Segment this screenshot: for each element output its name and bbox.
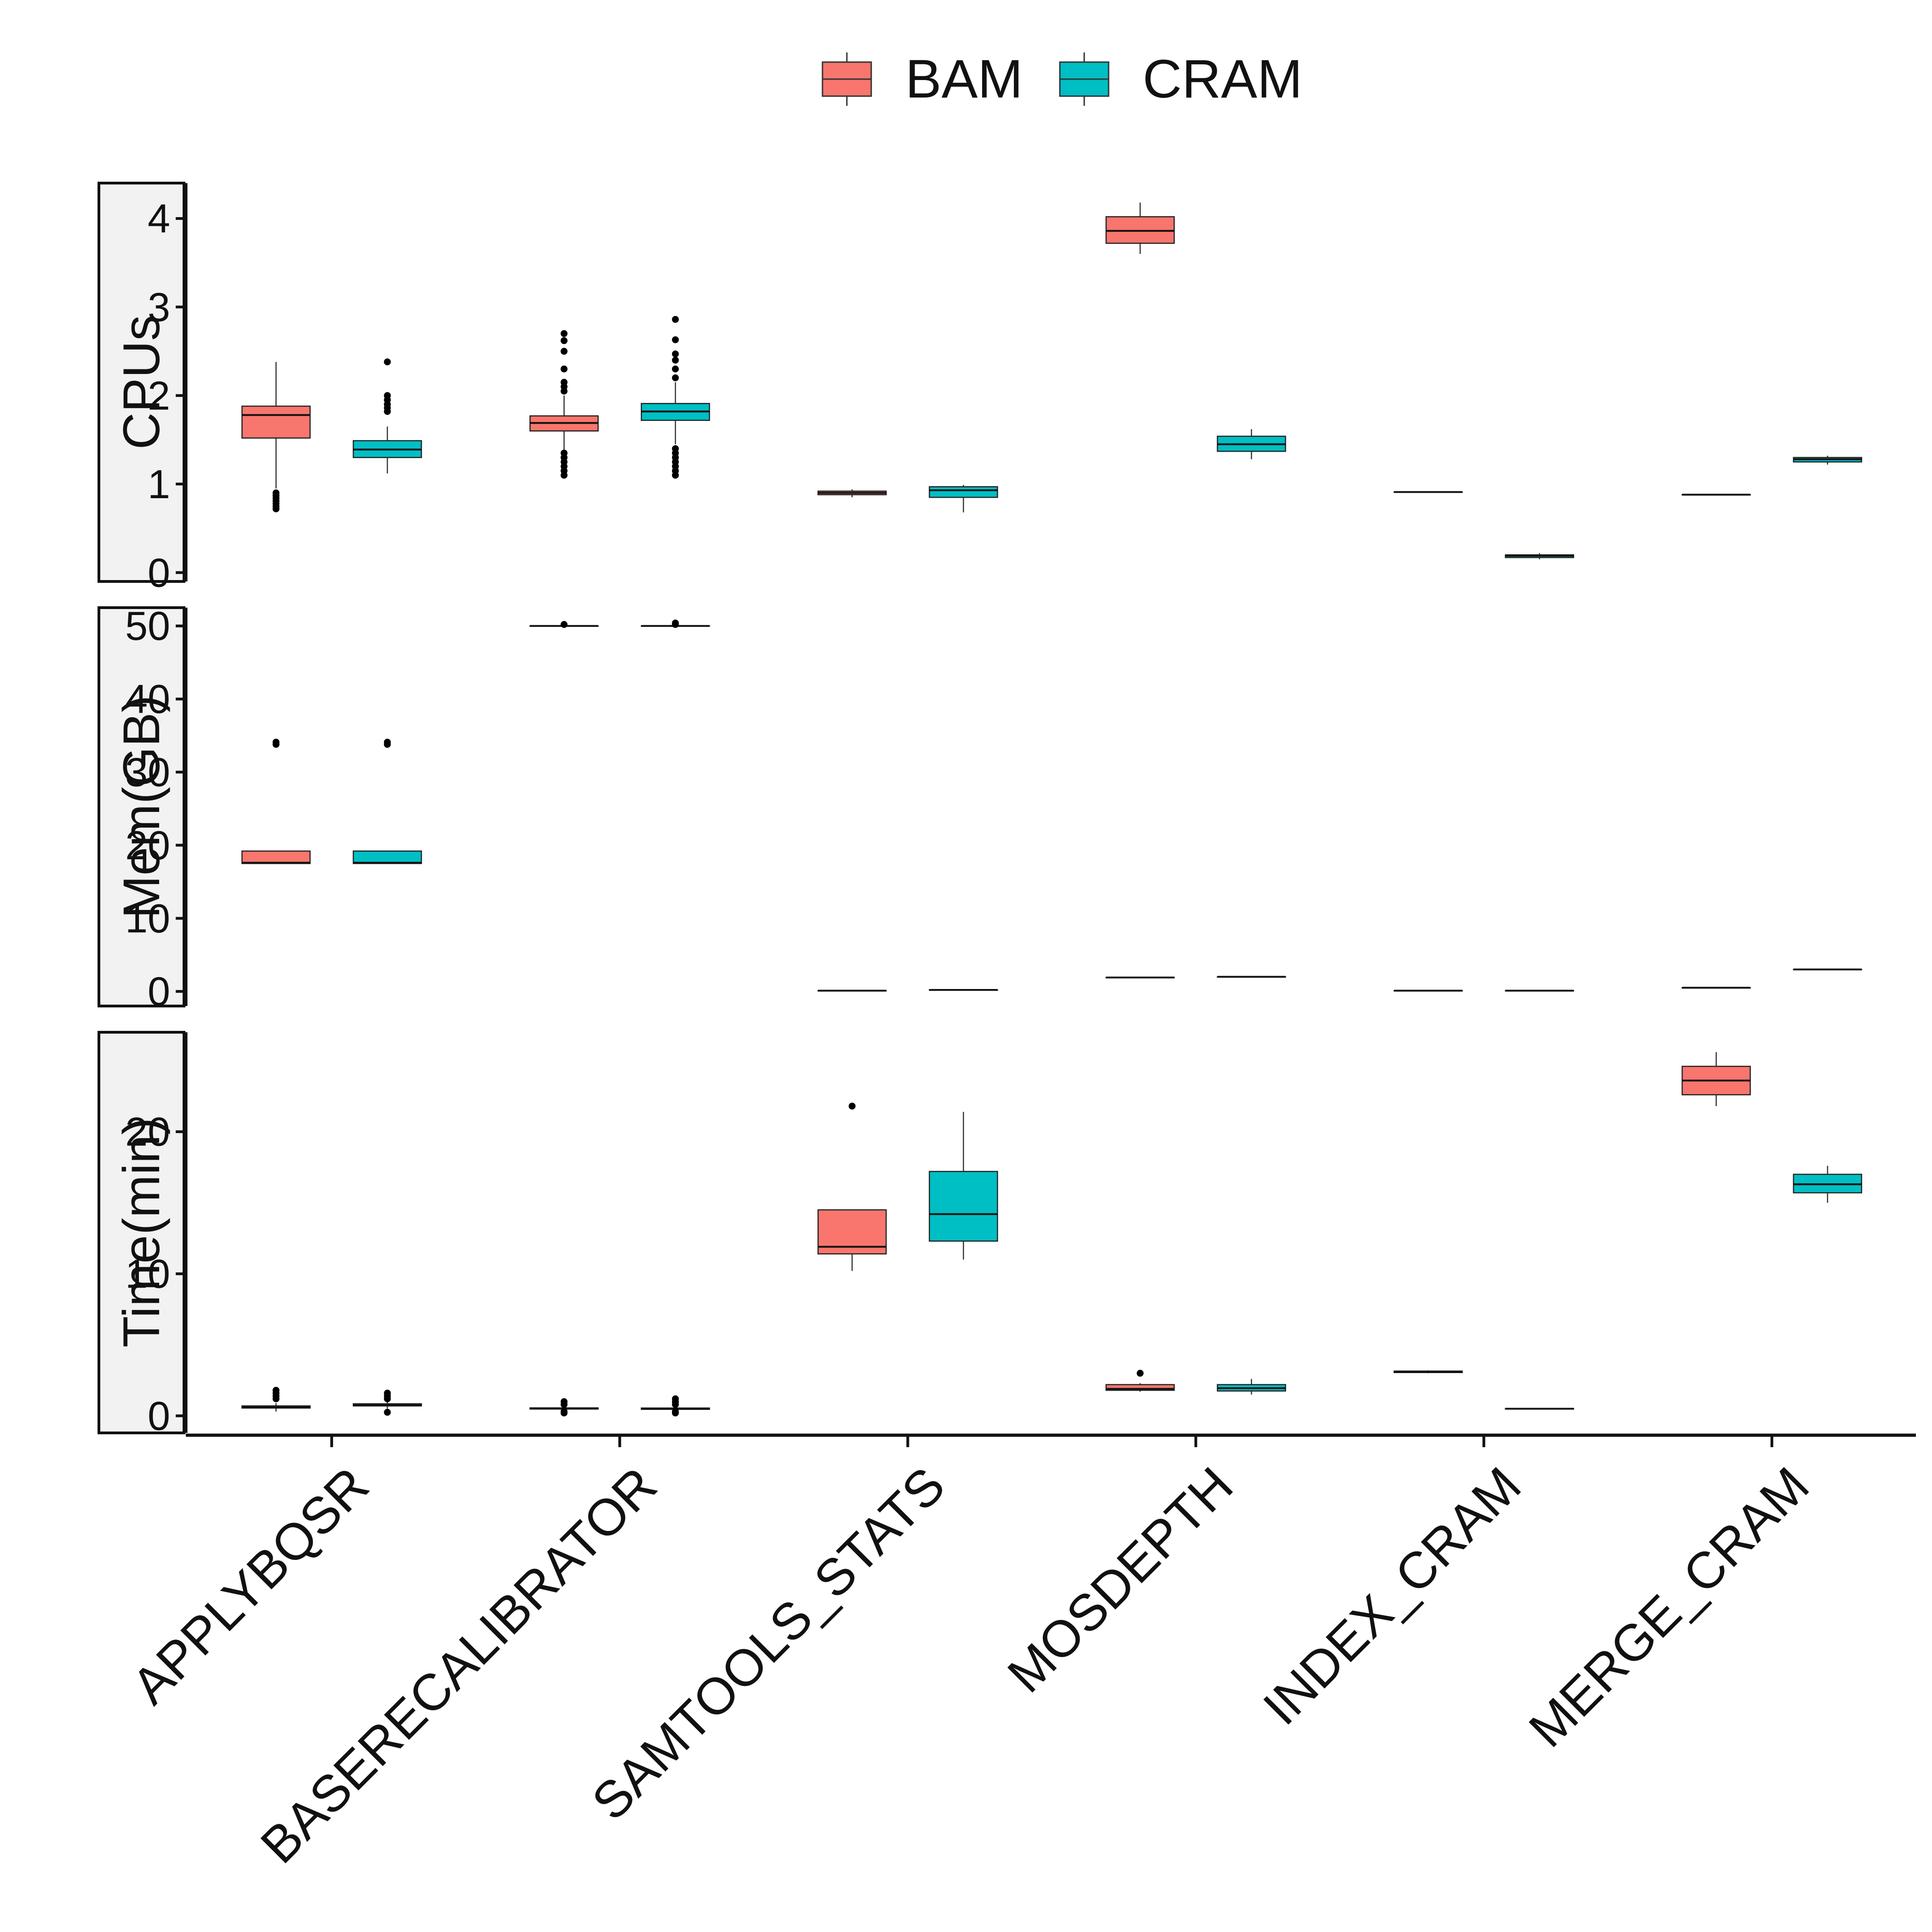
outlier-point	[672, 350, 679, 357]
box-mosdepth-bam	[1105, 202, 1175, 254]
outlier-point	[272, 738, 280, 746]
outlier-point	[560, 330, 568, 337]
outlier-point	[560, 337, 568, 345]
outlier-point	[384, 1409, 391, 1416]
y-tick-label: 2	[148, 373, 170, 418]
y-tick-label: 40	[125, 676, 170, 722]
y-tick-label: 50	[125, 603, 170, 649]
outlier-point	[1137, 1369, 1144, 1377]
box-index_cram-bam	[1393, 1370, 1463, 1374]
outlier-point	[848, 1103, 856, 1110]
x-tick-label: APPLYBQSR	[121, 1456, 380, 1715]
chart-panels: CPUs 0 1 2 3 4 Mem(GB) 0 10 20 30 40 50 Time(min) 0 10 2…	[98, 182, 1863, 1438]
outlier-point	[672, 1395, 679, 1403]
outlier-point	[560, 348, 568, 355]
box-baserecalibrator-cram	[641, 619, 710, 628]
outlier-point	[384, 1390, 391, 1397]
box-applybqsr-bam	[241, 738, 311, 864]
box-index_cram-cram	[1505, 553, 1574, 559]
panel-3: Time(min) 0 10 20	[98, 1031, 1863, 1438]
outlier-point	[672, 316, 679, 323]
box-body	[929, 1171, 998, 1242]
x-tick-label: INDEX_CRAM	[1252, 1456, 1532, 1736]
y-tick-label: 4	[148, 196, 170, 241]
outlier-point	[272, 489, 280, 497]
box-applybqsr-cram	[352, 1390, 422, 1416]
box-samtools_stats-cram	[929, 485, 998, 512]
outlier-point	[560, 379, 568, 386]
box-merge_cram-cram	[1793, 1166, 1863, 1203]
outlier-point	[560, 1408, 568, 1415]
box-samtools_stats-bam	[817, 489, 887, 498]
outlier-point	[560, 621, 568, 628]
legend-label-cram: CRAM	[1143, 49, 1302, 109]
legend-item-bam: BAM	[822, 49, 1023, 109]
outlier-point	[384, 392, 391, 399]
outlier-point	[560, 365, 568, 373]
y-tick-label: 1	[148, 461, 170, 507]
outlier-point	[672, 619, 679, 627]
outlier-point	[672, 445, 679, 452]
outlier-point	[384, 358, 391, 366]
box-merge_cram-cram	[1793, 455, 1863, 465]
box-samtools_stats-cram	[929, 1111, 998, 1260]
box-applybqsr-cram	[352, 358, 422, 474]
box-body	[241, 405, 311, 439]
box-applybqsr-bam	[241, 362, 311, 512]
legend-item-cram: CRAM	[1059, 49, 1302, 109]
box-baserecalibrator-cram	[641, 1395, 710, 1417]
outlier-point	[272, 1386, 280, 1394]
x-tick-label: MOSDEPTH	[996, 1456, 1243, 1703]
y-tick-label: 10	[125, 896, 170, 941]
box-merge_cram-bam	[1681, 1052, 1751, 1106]
box-samtools_stats-bam	[817, 1103, 887, 1271]
box-mosdepth-cram	[1217, 1379, 1286, 1395]
facet-label: CPUs	[113, 315, 170, 449]
box-body	[352, 850, 422, 864]
outlier-point	[384, 738, 391, 746]
outlier-point	[672, 374, 679, 381]
box-baserecalibrator-bam	[529, 1398, 599, 1417]
box-baserecalibrator-bam	[529, 621, 599, 628]
box-body	[241, 850, 311, 864]
outlier-point	[560, 1398, 568, 1405]
y-tick-label: 30	[125, 749, 170, 795]
box-body	[929, 486, 998, 498]
box-mosdepth-bam	[1105, 1369, 1175, 1392]
box-index_cram-cram	[1505, 1408, 1574, 1410]
facet-label: Mem(GB)	[113, 695, 170, 918]
outlier-point	[560, 449, 568, 457]
y-tick-label: 10	[125, 1251, 170, 1297]
box-merge_cram-bam	[1681, 494, 1751, 496]
box-mosdepth-cram	[1217, 429, 1286, 460]
box-baserecalibrator-bam	[529, 330, 599, 479]
y-tick-label: 0	[148, 969, 170, 1014]
box-baserecalibrator-cram	[641, 316, 710, 479]
y-tick-label: 20	[125, 822, 170, 868]
outlier-point	[672, 356, 679, 364]
facet-label: Time(min)	[113, 1118, 170, 1348]
outlier-point	[672, 336, 679, 344]
box-applybqsr-cram	[352, 738, 422, 864]
facet-strip	[98, 182, 185, 583]
facet-strip	[98, 606, 185, 1007]
facet-strip	[98, 1031, 185, 1434]
legend: BAM CRAM	[822, 49, 1302, 109]
y-tick-label: 3	[148, 284, 170, 330]
outlier-point	[672, 365, 679, 373]
panel-1: CPUs 0 1 2 3 4	[98, 182, 1863, 595]
x-tick-label: MERGE_CRAM	[1518, 1456, 1820, 1758]
y-tick-label: 0	[148, 1393, 170, 1438]
box-applybqsr-bam	[241, 1386, 311, 1412]
legend-label-bam: BAM	[905, 49, 1023, 109]
box-index_cram-bam	[1393, 491, 1463, 493]
outlier-point	[672, 1408, 679, 1415]
panel-2: Mem(GB) 0 10 20 30 40 50	[98, 603, 1863, 1014]
y-tick-label: 0	[148, 550, 170, 595]
y-tick-label: 20	[125, 1109, 170, 1155]
